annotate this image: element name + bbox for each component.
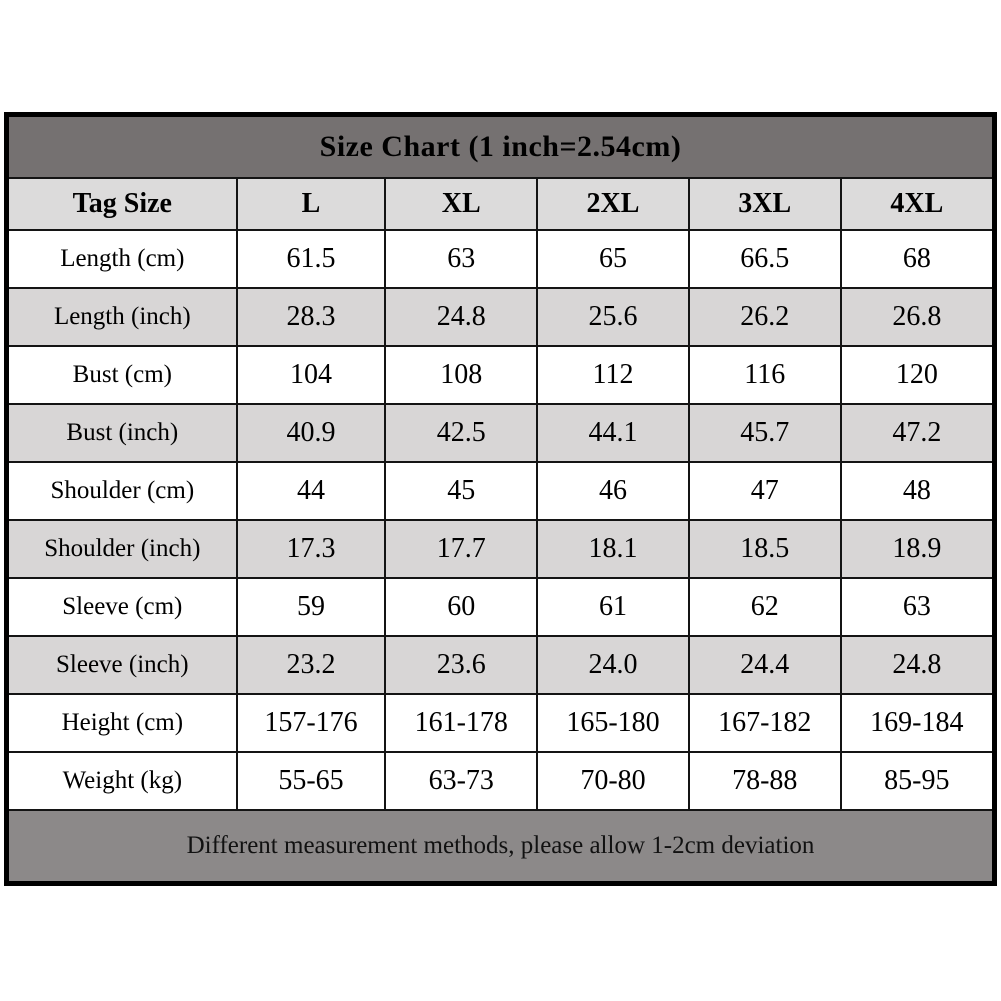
table-row-sleeve-cm: Sleeve (cm) 59 60 61 62 63 [5, 577, 996, 637]
cell-value: 45.7 [687, 403, 842, 463]
cell-value: 120 [839, 345, 996, 405]
cell-value: 55-65 [235, 751, 387, 811]
cell-value: 59 [235, 577, 387, 637]
cell-value: 169-184 [839, 693, 996, 753]
table-header-row: Tag Size L XL 2XL 3XL 4XL [5, 177, 996, 231]
cell-value: 65 [536, 229, 690, 289]
cell-value: 66.5 [687, 229, 842, 289]
cell-value: 24.0 [536, 635, 690, 695]
table-title-row: Size Chart (1 inch=2.54cm) [5, 113, 996, 179]
cell-value: 70-80 [536, 751, 690, 811]
row-label: Shoulder (inch) [5, 519, 238, 579]
cell-value: 26.8 [839, 287, 996, 347]
cell-value: 63-73 [384, 751, 539, 811]
cell-value: 112 [536, 345, 690, 405]
column-header-3xl: 3XL [687, 177, 842, 231]
row-label: Sleeve (cm) [5, 577, 238, 637]
cell-value: 61 [536, 577, 690, 637]
row-label: Bust (inch) [5, 403, 238, 463]
table-row-length-cm: Length (cm) 61.5 63 65 66.5 68 [5, 229, 996, 289]
cell-value: 108 [384, 345, 539, 405]
cell-value: 24.4 [687, 635, 842, 695]
table-footer-row: Different measurement methods, please al… [5, 809, 996, 885]
cell-value: 48 [839, 461, 996, 521]
column-header-xl: XL [384, 177, 539, 231]
column-header-tag-size: Tag Size [5, 177, 238, 231]
cell-value: 40.9 [235, 403, 387, 463]
row-label: Bust (cm) [5, 345, 238, 405]
size-chart-table-wrap: Size Chart (1 inch=2.54cm) Tag Size L XL… [4, 112, 997, 886]
cell-value: 42.5 [384, 403, 539, 463]
table-row-height-cm: Height (cm) 157-176 161-178 165-180 167-… [5, 693, 996, 753]
row-label: Shoulder (cm) [5, 461, 238, 521]
cell-value: 104 [235, 345, 387, 405]
cell-value: 63 [384, 229, 539, 289]
table-title: Size Chart (1 inch=2.54cm) [5, 113, 996, 179]
measurement-deviation-note: Different measurement methods, please al… [5, 809, 996, 885]
cell-value: 85-95 [839, 751, 996, 811]
cell-value: 78-88 [687, 751, 842, 811]
cell-value: 28.3 [235, 287, 387, 347]
cell-value: 23.6 [384, 635, 539, 695]
table-row-sleeve-inch: Sleeve (inch) 23.2 23.6 24.0 24.4 24.8 [5, 635, 996, 695]
column-header-2xl: 2XL [536, 177, 690, 231]
cell-value: 62 [687, 577, 842, 637]
cell-value: 26.2 [687, 287, 842, 347]
row-label: Height (cm) [5, 693, 238, 753]
cell-value: 63 [839, 577, 996, 637]
cell-value: 47 [687, 461, 842, 521]
cell-value: 24.8 [839, 635, 996, 695]
table-row-bust-inch: Bust (inch) 40.9 42.5 44.1 45.7 47.2 [5, 403, 996, 463]
cell-value: 68 [839, 229, 996, 289]
table-row-shoulder-cm: Shoulder (cm) 44 45 46 47 48 [5, 461, 996, 521]
column-header-4xl: 4XL [839, 177, 996, 231]
cell-value: 18.9 [839, 519, 996, 579]
cell-value: 18.5 [687, 519, 842, 579]
cell-value: 47.2 [839, 403, 996, 463]
cell-value: 44 [235, 461, 387, 521]
cell-value: 25.6 [536, 287, 690, 347]
row-label: Sleeve (inch) [5, 635, 238, 695]
cell-value: 17.3 [235, 519, 387, 579]
size-chart-table: Size Chart (1 inch=2.54cm) Tag Size L XL… [4, 112, 997, 886]
cell-value: 45 [384, 461, 539, 521]
cell-value: 46 [536, 461, 690, 521]
row-label: Length (inch) [5, 287, 238, 347]
cell-value: 165-180 [536, 693, 690, 753]
table-row-shoulder-inch: Shoulder (inch) 17.3 17.7 18.1 18.5 18.9 [5, 519, 996, 579]
cell-value: 17.7 [384, 519, 539, 579]
cell-value: 44.1 [536, 403, 690, 463]
table-row-bust-cm: Bust (cm) 104 108 112 116 120 [5, 345, 996, 405]
cell-value: 161-178 [384, 693, 539, 753]
column-header-l: L [235, 177, 387, 231]
cell-value: 61.5 [235, 229, 387, 289]
cell-value: 24.8 [384, 287, 539, 347]
table-row-length-inch: Length (inch) 28.3 24.8 25.6 26.2 26.8 [5, 287, 996, 347]
cell-value: 157-176 [235, 693, 387, 753]
table-row-weight-kg: Weight (kg) 55-65 63-73 70-80 78-88 85-9… [5, 751, 996, 811]
cell-value: 116 [687, 345, 842, 405]
row-label: Weight (kg) [5, 751, 238, 811]
cell-value: 60 [384, 577, 539, 637]
cell-value: 18.1 [536, 519, 690, 579]
cell-value: 167-182 [687, 693, 842, 753]
row-label: Length (cm) [5, 229, 238, 289]
cell-value: 23.2 [235, 635, 387, 695]
